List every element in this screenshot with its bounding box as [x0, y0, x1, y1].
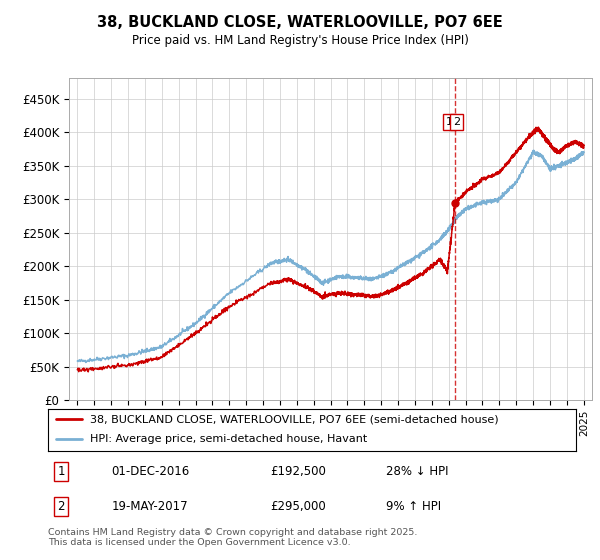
Text: 9% ↑ HPI: 9% ↑ HPI: [386, 500, 441, 514]
Text: 38, BUCKLAND CLOSE, WATERLOOVILLE, PO7 6EE (semi-detached house): 38, BUCKLAND CLOSE, WATERLOOVILLE, PO7 6…: [90, 414, 499, 424]
Text: 01-DEC-2016: 01-DEC-2016: [112, 465, 190, 478]
Text: £295,000: £295,000: [270, 500, 326, 514]
Text: Price paid vs. HM Land Registry's House Price Index (HPI): Price paid vs. HM Land Registry's House …: [131, 34, 469, 46]
Text: 1: 1: [446, 117, 453, 127]
Text: 28% ↓ HPI: 28% ↓ HPI: [386, 465, 448, 478]
Text: Contains HM Land Registry data © Crown copyright and database right 2025.
This d: Contains HM Land Registry data © Crown c…: [48, 528, 418, 547]
Text: HPI: Average price, semi-detached house, Havant: HPI: Average price, semi-detached house,…: [90, 434, 367, 444]
Text: £192,500: £192,500: [270, 465, 326, 478]
Text: 1: 1: [58, 465, 65, 478]
Text: 2: 2: [58, 500, 65, 514]
Text: 38, BUCKLAND CLOSE, WATERLOOVILLE, PO7 6EE: 38, BUCKLAND CLOSE, WATERLOOVILLE, PO7 6…: [97, 15, 503, 30]
Text: 19-MAY-2017: 19-MAY-2017: [112, 500, 188, 514]
Text: 2: 2: [453, 117, 460, 127]
